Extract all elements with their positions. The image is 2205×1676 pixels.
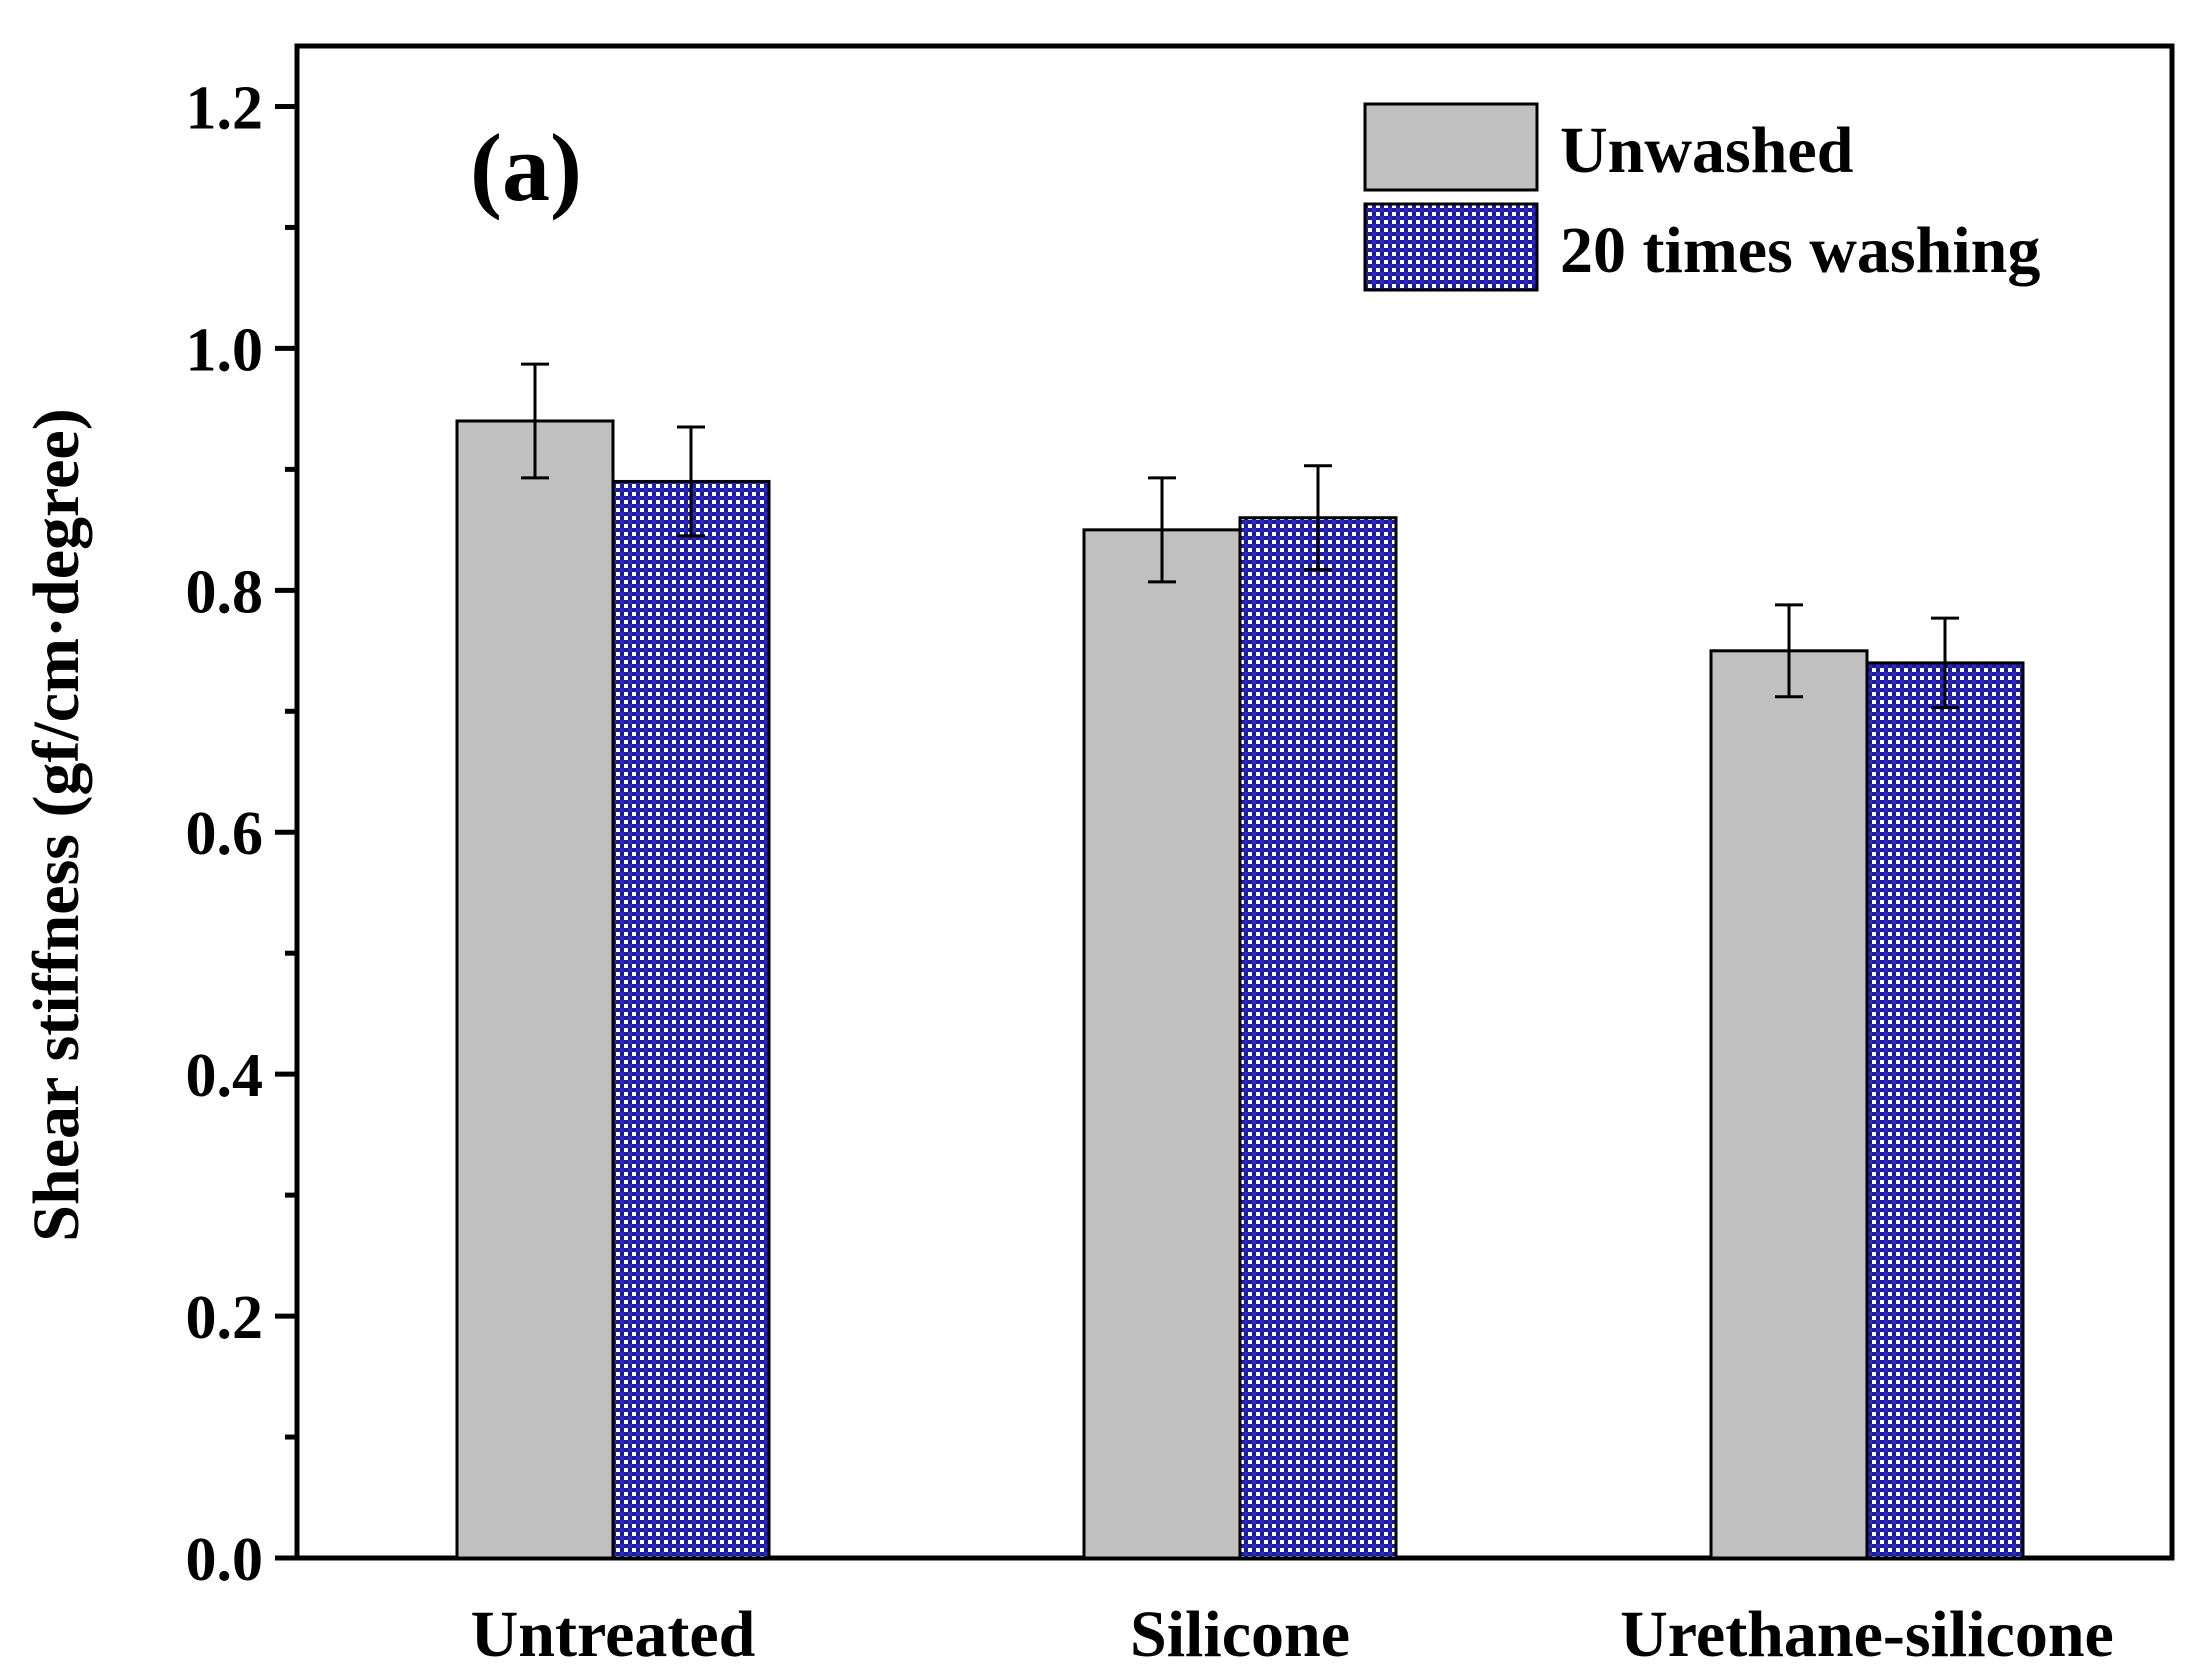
- bar-unwashed: [455, 419, 615, 1560]
- y-tick-label: 0.2: [186, 1284, 264, 1352]
- legend-swatch-washed: [1363, 202, 1539, 292]
- bar-unwashed: [1709, 649, 1869, 1560]
- bar-washed: [1865, 661, 2025, 1560]
- y-tick-label: 1.0: [186, 316, 264, 384]
- bars: [455, 362, 2025, 1560]
- y-tick-label: 0.6: [186, 800, 264, 868]
- y-axis-title: Shear stiffness (gf/cm·degree): [20, 408, 93, 1241]
- y-tick-label: 0.0: [186, 1526, 264, 1594]
- legend-label-washed: 20 times washing: [1560, 214, 2040, 287]
- legend-label-unwashed: Unwashed: [1560, 114, 1853, 187]
- y-tick-label: 1.2: [186, 74, 264, 142]
- x-tick-label: Untreated: [471, 1598, 756, 1671]
- x-axis: Untreated Silicone Urethane-silicone: [471, 1598, 2114, 1671]
- y-tick-label: 0.8: [186, 558, 264, 626]
- bar-washed: [1238, 516, 1398, 1560]
- x-tick-label: Urethane-silicone: [1620, 1598, 2114, 1671]
- x-tick-label: Silicone: [1130, 1598, 1350, 1671]
- y-axis: 0.0 0.2 0.4 0.6 0.8 1.0 1.2: [186, 74, 297, 1594]
- bar-unwashed: [1082, 528, 1242, 1560]
- panel-label: (a): [470, 114, 582, 221]
- y-tick-label: 0.4: [186, 1042, 264, 1110]
- legend-swatch-unwashed: [1363, 102, 1539, 192]
- legend: Unwashed 20 times washing: [1363, 102, 2040, 292]
- bar-washed: [611, 479, 771, 1560]
